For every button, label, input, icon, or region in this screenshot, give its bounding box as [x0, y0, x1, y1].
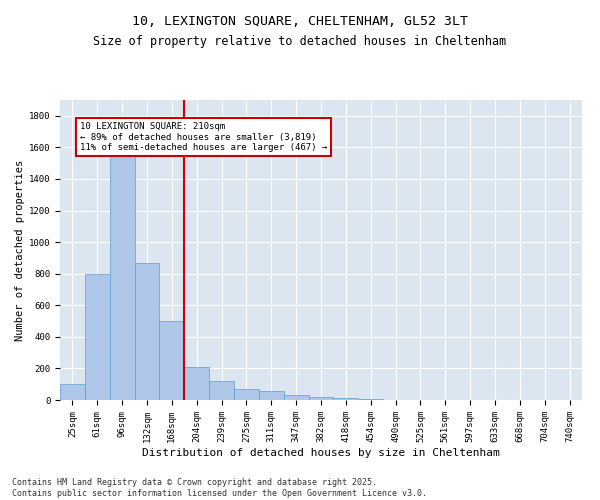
Bar [334, 398, 358, 400]
Bar [209, 381, 234, 400]
Text: Contains HM Land Registry data © Crown copyright and database right 2025.
Contai: Contains HM Land Registry data © Crown c… [12, 478, 427, 498]
Bar [358, 399, 383, 400]
Bar [259, 392, 284, 400]
Text: 10 LEXINGTON SQUARE: 210sqm
← 89% of detached houses are smaller (3,819)
11% of : 10 LEXINGTON SQUARE: 210sqm ← 89% of det… [80, 122, 327, 152]
Bar [60, 384, 85, 400]
Bar [184, 367, 209, 400]
X-axis label: Distribution of detached houses by size in Cheltenham: Distribution of detached houses by size … [142, 448, 500, 458]
Bar [134, 262, 160, 400]
Text: 10, LEXINGTON SQUARE, CHELTENHAM, GL52 3LT: 10, LEXINGTON SQUARE, CHELTENHAM, GL52 3… [132, 15, 468, 28]
Y-axis label: Number of detached properties: Number of detached properties [14, 160, 25, 340]
Bar [234, 389, 259, 400]
Bar [160, 321, 184, 400]
Bar [308, 397, 334, 400]
Bar [85, 274, 110, 400]
Text: Size of property relative to detached houses in Cheltenham: Size of property relative to detached ho… [94, 35, 506, 48]
Bar [284, 396, 308, 400]
Bar [110, 140, 134, 400]
